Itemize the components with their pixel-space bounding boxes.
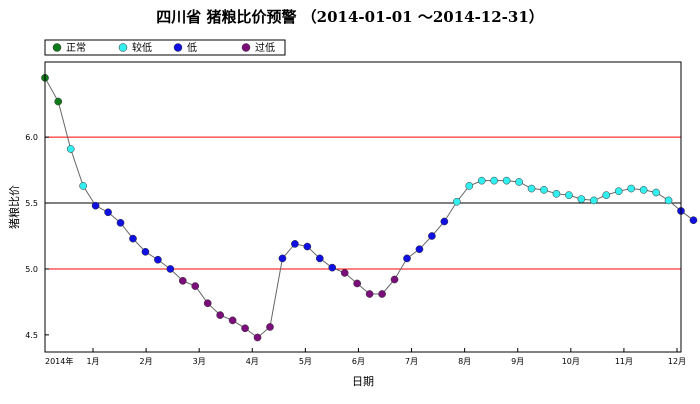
x-tick-label: 7月 [405,357,418,366]
data-point-low [278,254,287,263]
data-point-low [689,216,698,225]
data-point-low [154,255,162,264]
data-point-low [440,217,449,226]
data-point-lower [540,186,548,194]
data-point-lower [664,196,673,205]
data-point-normal [54,97,63,106]
legend-label-lower: 较低 [132,41,152,54]
plot-frame [44,61,682,353]
y-tick-label: 4.5 [25,331,38,340]
data-point-verylow [390,275,399,284]
data-point-verylow [266,323,274,331]
data-point-lower [66,145,75,153]
data-point-verylow [353,279,362,288]
data-point-low [104,208,112,217]
x-tick-label: 5月 [299,357,312,366]
x-tick-label: 6月 [352,357,365,366]
x-tick-label: 3月 [193,357,206,366]
legend-marker-low [173,43,183,52]
data-point-low [291,240,299,248]
data-point-low [166,265,175,273]
y-tick-label: 5.5 [25,199,38,208]
x-tick-label: 11月 [615,357,633,366]
data-point-verylow [178,276,187,285]
legend-box [44,39,286,56]
data-point-lower [614,187,623,196]
data-point-low [315,254,324,263]
data-point-verylow [241,324,249,333]
data-point-lower [589,196,598,205]
x-axis-label: 日期 [352,375,374,388]
data-point-verylow [191,282,200,290]
data-point-lower [79,182,88,190]
data-point-lower [452,197,461,206]
data-point-lower [627,184,636,193]
data-point-verylow [228,316,237,325]
data-point-low [303,242,312,251]
data-point-lower [527,184,536,193]
data-point-lower [639,186,648,194]
data-point-lower [577,195,586,203]
data-point-low [403,254,411,263]
data-point-verylow [203,299,212,308]
y-axis-label: 猪粮比价 [7,185,21,229]
x-tick-label: 8月 [458,357,471,366]
data-point-low [141,247,150,256]
chart-title: 四川省 猪粮比价预警 （2014-01-01 ～2014-12-31） [156,8,544,26]
x-tick-label: 10月 [562,357,580,366]
legend-label-low: 低 [187,41,197,54]
x-tick-label: 4月 [246,357,259,366]
y-tick-label: 5.0 [25,265,38,274]
data-point-verylow [365,290,374,298]
data-point-low [91,201,100,210]
data-point-verylow [340,269,349,277]
x-tick-label: 12月 [668,357,686,366]
legend-marker-normal [52,43,62,52]
data-point-lower [565,191,573,199]
legend-label-verylow: 过低 [255,41,275,54]
legend-marker-verylow [241,43,251,52]
data-point-lower [502,176,511,185]
data-point-low [428,232,436,240]
data-point-verylow [216,311,225,319]
x-tick-label: 9月 [511,357,524,366]
legend-marker-lower [118,43,128,52]
y-tick-label: 6.0 [25,133,38,142]
legend-label-normal: 正常 [66,41,86,54]
data-point-lower [477,176,486,185]
x-tick-label: 1月 [86,357,99,366]
data-point-low [116,218,125,227]
data-point-low [129,234,137,243]
data-point-lower [515,178,523,186]
data-point-lower [552,189,561,198]
series-line [44,77,694,339]
x-tick-label: 2014年 [45,356,73,366]
data-point-low [415,245,424,254]
data-point-low [328,263,337,272]
x-tick-label: 2月 [140,357,153,366]
data-point-lower [465,182,474,190]
data-point-lower [652,188,660,197]
data-point-verylow [253,333,262,342]
data-point-lower [602,191,611,199]
data-point-verylow [378,290,386,298]
data-point-lower [490,176,499,185]
